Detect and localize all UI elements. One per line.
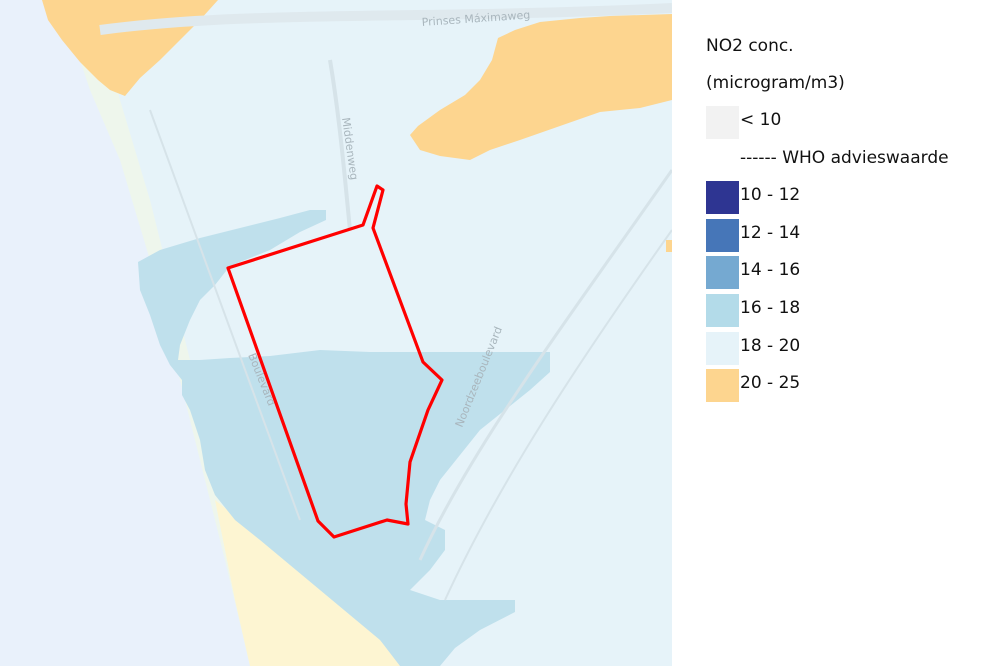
legend-label-who-guideline: ------ WHO advieswaarde <box>740 147 949 168</box>
legend-swatch-14-16 <box>706 256 739 290</box>
legend-swatch-10-12 <box>706 181 739 215</box>
study-area-outline[interactable] <box>226 184 444 539</box>
legend-item-20-25: 20 - 25 <box>706 365 982 403</box>
legend-item-10-12: 10 - 12 <box>706 177 982 215</box>
legend-label-10-12: 10 - 12 <box>740 185 801 206</box>
legend-label-20-25: 20 - 25 <box>740 373 801 394</box>
road-middenweg <box>328 59 352 231</box>
legend-label-12-14: 12 - 14 <box>740 222 801 243</box>
sea-strip <box>0 0 250 666</box>
dune-strip <box>60 0 330 666</box>
legend-item-16-18: 16 - 18 <box>706 290 982 328</box>
zone-20-25-northeast <box>410 14 672 160</box>
legend-item-18-20: 18 - 20 <box>706 328 982 366</box>
legend-swatch-16-18 <box>706 293 739 327</box>
road-prinses-maximaweg <box>99 3 672 35</box>
legend-item-below-10: < 10 <box>706 102 982 140</box>
legend-unit: (microgram/m3) <box>706 73 845 93</box>
legend-label-14-16: 14 - 16 <box>740 260 801 281</box>
legend-swatch-below-10 <box>706 106 739 139</box>
legend-item-who-guideline: ------ WHO advieswaarde <box>706 140 982 178</box>
legend-swatch-18-20 <box>706 331 739 365</box>
legend-item-14-16: 14 - 16 <box>706 252 982 290</box>
legend-swatch-12-14 <box>706 218 739 252</box>
zone-16-18 <box>138 210 550 666</box>
road-noordzeeboulevard <box>418 169 672 561</box>
map-canvas[interactable]: Prinses Máximaweg Middenweg Noordzeeboul… <box>0 0 672 666</box>
legend-swatch-20-25 <box>706 369 739 403</box>
legend-label-below-10: < 10 <box>740 110 782 130</box>
legend-label-18-20: 18 - 20 <box>740 335 801 356</box>
road-noordzeeboulevard-2 <box>444 229 672 601</box>
legend-label-16-18: 16 - 18 <box>740 297 801 318</box>
legend: NO2 conc. (microgram/m3) < 10 ------ WHO… <box>706 28 982 403</box>
road-boulevard <box>149 109 301 521</box>
legend-title: NO2 conc. <box>706 36 794 56</box>
legend-item-12-14: 12 - 14 <box>706 215 982 253</box>
zone-20-25-edge <box>666 240 672 252</box>
map-view[interactable]: Prinses Máximaweg Middenweg Noordzeeboul… <box>0 0 672 666</box>
